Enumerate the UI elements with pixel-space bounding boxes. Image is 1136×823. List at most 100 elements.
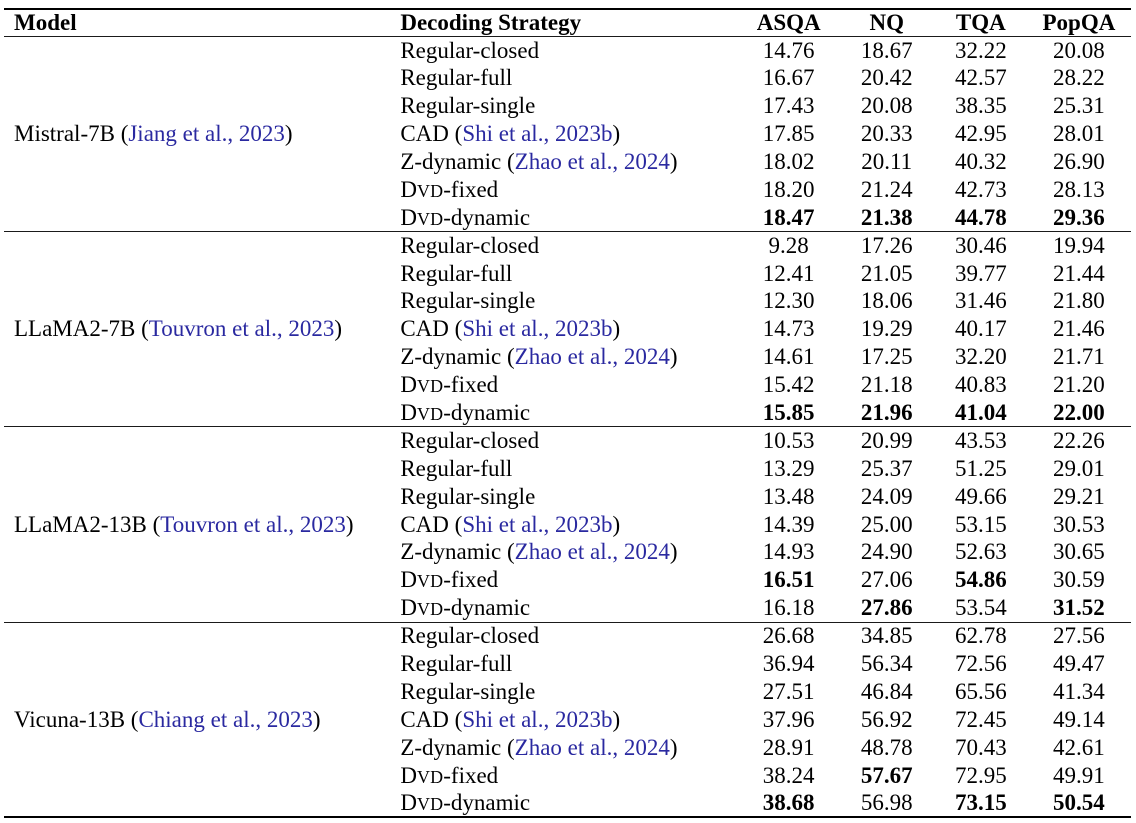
score-cell: 32.22 [954,37,1007,63]
strategy-text: -dynamic [443,789,531,815]
score-cell: 14.76 [762,37,815,63]
citation-link[interactable]: Zhao et al., 2024 [514,344,670,370]
strategy-text: Regular-full [400,65,513,91]
score-cell: 25.31 [1053,93,1105,119]
strategy-cell: CAD (Shi et al., 2023b) [390,315,738,343]
score-cell: 56.98 [860,789,913,815]
score-cell: 51.25 [954,455,1007,481]
model-name-text: ) [312,706,321,732]
score-cell: 26.68 [762,623,815,649]
strategy-cell: Regular-single [390,288,738,316]
score-cell: 29.36 [1053,204,1105,230]
strategy-cell: Z-dynamic (Zhao et al., 2024) [390,148,738,176]
score-cell: 16.51 [762,567,815,593]
strategy-text: D [400,399,417,425]
citation-link[interactable]: Jiang et al., 2023 [128,121,285,147]
score-cell: 38.35 [954,93,1007,119]
citation-link[interactable]: Zhao et al., 2024 [514,149,670,174]
strategy-text: D [400,595,417,620]
strategy-smallcaps-text: VD [416,376,444,397]
strategy-text: CAD ( [400,316,463,342]
citation-link[interactable]: Shi et al., 2023b [462,316,613,342]
score-cell: 13.48 [762,483,815,509]
strategy-cell: Regular-closed [390,622,738,650]
strategy-smallcaps-text: VD [416,599,444,619]
score-cell: 54.86 [954,567,1007,593]
model-name-text: Mistral-7B ( [14,121,129,147]
strategy-text: D [400,567,417,593]
score-cell: 21.71 [1053,344,1105,370]
score-cell: 14.61 [762,344,815,370]
score-cell: 21.24 [860,176,913,202]
score-cell: 26.90 [1053,149,1105,174]
strategy-text: Z-dynamic ( [400,344,515,370]
citation-link[interactable]: Touvron et al., 2023 [160,511,346,537]
score-cell: 9.28 [768,232,809,258]
score-cell: 17.26 [860,232,913,258]
strategy-cell: CAD (Shi et al., 2023b) [390,706,738,734]
strategy-smallcaps-text: VD [416,208,444,229]
score-cell: 10.53 [762,428,815,454]
score-cell: 53.54 [954,595,1007,620]
strategy-cell: Regular-full [390,260,738,288]
score-cell: 18.47 [762,204,815,230]
column-header-popqa: PopQA [1042,10,1116,35]
score-cell: 41.34 [1053,678,1105,704]
model-group: LLaMA2-13B (Touvron et al., 2023) Regular… [4,426,1131,622]
score-cell: 49.47 [1053,651,1105,677]
score-cell: 41.04 [954,399,1007,425]
score-cell: 39.77 [954,260,1007,286]
score-cell: 56.34 [860,651,913,677]
table-row: DVD-fixed 38.24 57.67 72.95 49.91 [4,762,1131,790]
strategy-smallcaps-text: VD [416,571,444,592]
strategy-text: Regular-single [400,678,536,704]
score-cell: 21.96 [860,399,913,425]
table-row: Regular-single 13.48 24.09 49.66 29.21 [4,483,1131,511]
score-cell: 27.51 [762,678,815,704]
score-cell: 28.01 [1053,121,1105,147]
score-cell: 18.06 [860,288,913,314]
citation-link[interactable]: Shi et al., 2023b [462,121,613,147]
strategy-text: CAD ( [400,511,463,537]
table-row: Z-dynamic (Zhao et al., 2024) 28.91 48.78 7… [4,734,1131,762]
score-cell: 53.15 [954,511,1007,537]
citation-link[interactable]: Touvron et al., 2023 [148,316,335,342]
strategy-text: -fixed [443,762,499,788]
score-cell: 30.46 [954,232,1007,258]
score-cell: 14.73 [762,316,815,342]
score-cell: 40.17 [954,316,1007,342]
strategy-text: Regular-single [400,93,536,119]
table-row: CAD (Shi et al., 2023b) 17.85 20.33 42.95 28… [4,120,1131,148]
score-cell: 42.57 [954,65,1007,91]
table-row: Regular-single 12.30 18.06 31.46 21.80 [4,288,1131,316]
score-cell: 25.37 [860,455,913,481]
citation-link[interactable]: Zhao et al., 2024 [514,539,670,565]
citation-link[interactable]: Chiang et al., 2023 [138,706,313,732]
model-group: Vicuna-13B (Chiang et al., 2023) Regular-… [4,622,1131,817]
score-cell: 21.38 [860,204,913,230]
strategy-cell: DVD-fixed [390,371,738,399]
strategy-cell: Regular-closed [390,427,738,455]
table-row: Z-dynamic (Zhao et al., 2024) 14.61 17.25 3… [4,343,1131,371]
header-row: Model Decoding Strategy ASQA NQ TQA PopQ… [4,9,1131,37]
score-cell: 70.43 [954,734,1007,760]
strategy-cell: Regular-full [390,455,738,483]
score-cell: 18.20 [762,176,815,202]
score-cell: 32.20 [954,344,1007,370]
strategy-text: ) [612,511,621,537]
score-cell: 20.11 [861,149,913,174]
strategy-text: CAD ( [400,121,463,147]
citation-link[interactable]: Shi et al., 2023b [462,511,613,537]
strategy-text: Regular-closed [400,428,540,454]
table-row: LLaMA2-13B (Touvron et al., 2023) Regular… [4,427,1131,536]
score-cell: 29.01 [1053,455,1105,481]
strategy-text: -fixed [443,567,499,593]
strategy-text: Regular-closed [400,623,540,649]
score-cell: 34.85 [860,623,913,649]
strategy-text: D [400,204,417,230]
citation-link[interactable]: Zhao et al., 2024 [514,734,670,760]
strategy-text: Regular-closed [400,37,540,63]
score-cell: 73.15 [954,789,1007,815]
score-cell: 40.83 [954,372,1007,398]
citation-link[interactable]: Shi et al., 2023b [462,706,613,732]
